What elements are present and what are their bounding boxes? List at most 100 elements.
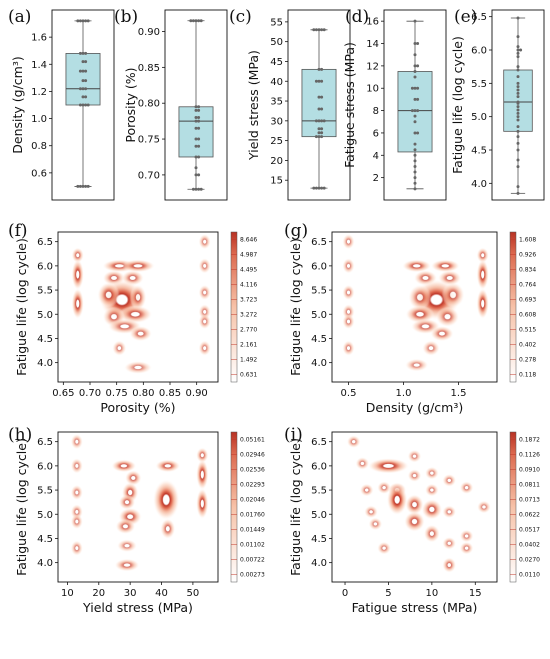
density-blob bbox=[115, 518, 136, 534]
data-point bbox=[84, 19, 88, 23]
y-tick-label: 15 bbox=[270, 176, 283, 187]
x-tick-label: 0.5 bbox=[341, 388, 357, 399]
data-point bbox=[81, 19, 85, 23]
density-blob bbox=[112, 340, 127, 356]
colorbar-tick-label: 0.05161 bbox=[240, 437, 265, 444]
density-blob bbox=[405, 358, 429, 372]
y-tick-label: 4.5 bbox=[37, 534, 53, 545]
density-blob bbox=[117, 539, 137, 552]
data-point bbox=[199, 187, 203, 191]
data-point bbox=[317, 107, 321, 111]
colorbar-tick-label: 0.02293 bbox=[240, 482, 265, 489]
y-tick-label: 10 bbox=[366, 84, 379, 95]
y-tick-label: 8 bbox=[373, 106, 379, 117]
data-point bbox=[416, 131, 420, 135]
density-blob bbox=[441, 282, 465, 308]
data-point bbox=[413, 69, 417, 73]
density-blob bbox=[476, 288, 489, 319]
density-blob bbox=[155, 459, 181, 473]
data-point bbox=[81, 60, 85, 64]
y-axis-label: Fatigue life (log cycle) bbox=[14, 438, 29, 576]
panel-label-f: (f) bbox=[8, 221, 28, 241]
x-tick-label: 0.90 bbox=[186, 388, 208, 399]
colorbar-tick-label: 0.402 bbox=[519, 342, 536, 349]
colorbar-tick-label: 4.495 bbox=[240, 267, 257, 274]
density-blob bbox=[459, 529, 474, 543]
data-point bbox=[197, 126, 201, 130]
data-point bbox=[81, 87, 85, 91]
density-blob bbox=[70, 540, 83, 556]
data-point bbox=[320, 127, 324, 131]
density-blob bbox=[125, 470, 142, 486]
density-blob bbox=[368, 458, 409, 474]
density-blob bbox=[70, 434, 83, 450]
colorbar-tick-label: 0.01760 bbox=[240, 512, 265, 519]
y-tick-label: 0.8 bbox=[31, 141, 47, 152]
density-blob bbox=[346, 435, 361, 448]
density-blob bbox=[71, 259, 84, 290]
density-field bbox=[71, 234, 211, 374]
density-blob bbox=[421, 499, 443, 520]
data-point bbox=[317, 131, 321, 135]
y-tick-label: 4.0 bbox=[37, 558, 53, 569]
y-tick-label: 5.0 bbox=[311, 510, 327, 521]
data-point bbox=[516, 185, 520, 189]
data-point bbox=[194, 187, 198, 191]
y-tick-label: 4.5 bbox=[37, 334, 53, 345]
plot-frame bbox=[287, 9, 351, 201]
colorbar bbox=[509, 231, 517, 383]
data-point bbox=[317, 119, 321, 123]
data-point bbox=[84, 51, 88, 55]
y-tick-label: 1.6 bbox=[31, 33, 47, 44]
density-blob bbox=[196, 447, 209, 463]
y-axis-label: Fatigue life (log cycle) bbox=[450, 36, 465, 174]
data-point bbox=[78, 69, 82, 73]
panel-e: (e) 4.0 4.5 5.0 5.5 6.0 6.5 Fatigue life (log c… bbox=[450, 7, 545, 201]
colorbar-tick-label: 3.723 bbox=[240, 297, 257, 304]
colorbar-tick-label: 0.608 bbox=[519, 312, 536, 319]
x-tick-label: 10 bbox=[426, 588, 439, 599]
data-point bbox=[413, 19, 417, 23]
colorbar-tick-label: 0.0811 bbox=[519, 482, 540, 489]
data-point bbox=[322, 186, 326, 190]
data-point bbox=[314, 79, 318, 83]
data-point bbox=[516, 105, 520, 109]
y-tick-label: 30 bbox=[270, 116, 283, 127]
density-blob bbox=[430, 326, 454, 342]
data-point bbox=[413, 181, 417, 185]
data-point bbox=[76, 184, 80, 188]
density-blob bbox=[124, 361, 152, 374]
data-point bbox=[317, 186, 321, 190]
density-blob bbox=[368, 517, 383, 531]
data-point bbox=[413, 159, 417, 163]
colorbar-tick-label: 1.492 bbox=[240, 357, 257, 364]
density-field bbox=[346, 435, 491, 573]
data-point bbox=[197, 116, 201, 120]
y-tick-label: 6.5 bbox=[471, 12, 487, 23]
panel-d: (d) 2 4 6 8 10 12 14 16 Fatigue stress (MPa) bbox=[342, 7, 447, 201]
density-blob bbox=[405, 494, 424, 515]
y-tick-label: 6.5 bbox=[311, 437, 327, 448]
data-point bbox=[197, 108, 201, 112]
data-point bbox=[197, 137, 201, 141]
y-tick-label: 6.0 bbox=[471, 46, 487, 57]
panel-label-d: (d) bbox=[345, 7, 369, 27]
y-tick-label: 6 bbox=[373, 128, 379, 139]
colorbar-tick-label: 0.834 bbox=[519, 267, 536, 274]
box-iqr bbox=[178, 106, 214, 158]
data-point bbox=[78, 87, 82, 91]
colorbar-tick-label: 0.02046 bbox=[240, 497, 265, 504]
x-axis-label: Density (g/cm³) bbox=[366, 400, 463, 415]
y-tick-label: 25 bbox=[270, 136, 283, 147]
density-blob bbox=[121, 259, 155, 273]
colorbar-tick-label: 0.01449 bbox=[240, 527, 265, 534]
data-point bbox=[516, 81, 520, 85]
x-tick-label: 30 bbox=[124, 588, 137, 599]
colorbar-tick-label: 0.926 bbox=[519, 252, 536, 259]
density-blob bbox=[342, 313, 355, 330]
data-point bbox=[86, 19, 90, 23]
y-tick-label: 0.70 bbox=[138, 170, 160, 181]
y-axis-label: Yield stress (MPa) bbox=[246, 50, 261, 161]
y-axis-label: Fatigue life (log cycle) bbox=[288, 238, 303, 376]
y-tick-label: 5.5 bbox=[37, 486, 53, 497]
